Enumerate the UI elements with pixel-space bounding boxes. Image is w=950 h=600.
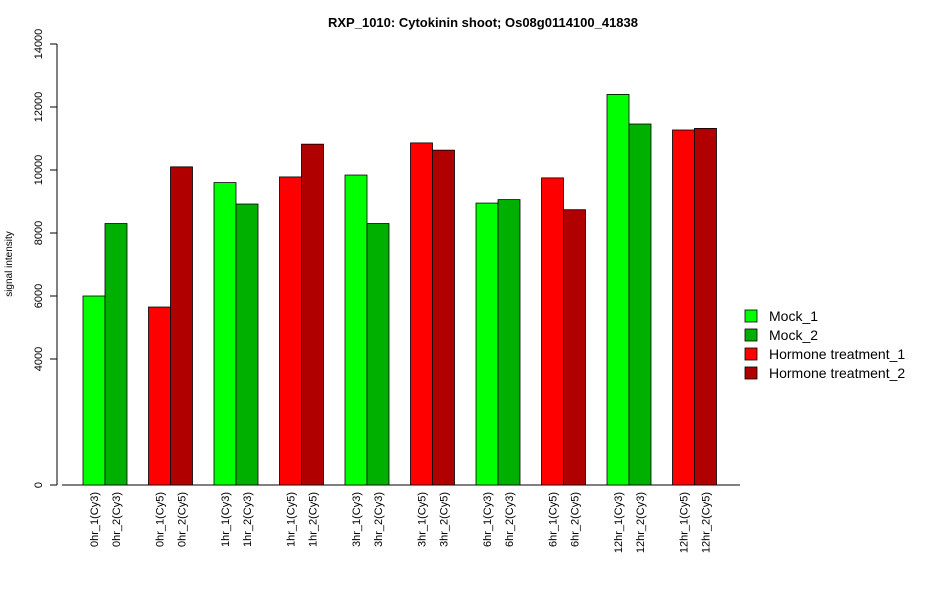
- chart-title: RXP_1010: Cytokinin shoot; Os08g0114100_…: [328, 15, 638, 30]
- bar: [475, 202, 499, 486]
- x-tick-label: 6hr_2(Cy5): [570, 492, 582, 547]
- bar: [82, 295, 106, 486]
- x-tick-label: 0hr_2(Cy3): [111, 492, 123, 547]
- x-tick-label: 3hr_1(Cy3): [351, 492, 363, 547]
- x-tick-label: 3hr_2(Cy5): [439, 492, 451, 547]
- bar: [497, 199, 521, 486]
- x-tick-label: 3hr_2(Cy3): [373, 492, 385, 547]
- y-tick-label: 6000: [33, 284, 45, 308]
- bar: [628, 123, 652, 486]
- x-tick-label: 1hr_2(Cy3): [242, 492, 254, 547]
- bar: [432, 149, 455, 486]
- bar: [235, 203, 259, 486]
- legend: Mock_1 Mock_2 Hormone treatment_1 Hormone t…: [744, 308, 905, 381]
- bar: [410, 142, 433, 486]
- bar: [606, 94, 630, 486]
- legend-swatch: [744, 366, 758, 380]
- legend-swatch: [744, 328, 758, 342]
- bar: [694, 128, 717, 486]
- y-axis: 0 4000 6000 8000 10000 12000 14000: [33, 29, 58, 488]
- bar: [672, 129, 695, 486]
- bar: [563, 209, 586, 486]
- y-tick-label: 0: [33, 482, 45, 488]
- legend-swatch: [744, 347, 758, 361]
- x-tick-label: 1hr_2(Cy5): [308, 492, 320, 547]
- y-tick-label: 4000: [33, 347, 45, 371]
- legend-label: Hormone treatment_1: [769, 346, 905, 362]
- y-axis-label: signal intensity: [4, 231, 15, 297]
- bar: [279, 176, 302, 486]
- x-tick-label: 0hr_1(Cy3): [89, 492, 101, 547]
- legend-label: Mock_1: [769, 308, 818, 324]
- x-tick-label: 12hr_2(Cy3): [635, 492, 647, 553]
- y-tick-label: 12000: [33, 92, 45, 123]
- x-tick-label: 0hr_2(Cy5): [177, 492, 189, 547]
- y-tick-label: 14000: [33, 29, 45, 60]
- x-tick-label: 1hr_1(Cy3): [220, 492, 232, 547]
- x-tick-label: 12hr_2(Cy5): [701, 492, 713, 553]
- y-tick-label: 10000: [33, 155, 45, 186]
- bar: [104, 223, 128, 486]
- bar: [148, 306, 171, 486]
- x-tick-label: 6hr_1(Cy3): [482, 492, 494, 547]
- legend-swatch: [744, 309, 758, 323]
- x-tick-label: 1hr_1(Cy5): [286, 492, 298, 547]
- x-tick-label: 0hr_1(Cy5): [155, 492, 167, 547]
- bar: [213, 182, 237, 486]
- x-tick-label: 12hr_1(Cy3): [613, 492, 625, 553]
- bar: [170, 166, 193, 486]
- legend-label: Mock_2: [769, 327, 818, 343]
- y-tick-label: 8000: [33, 221, 45, 245]
- bars-group: [82, 94, 717, 486]
- bar: [366, 223, 390, 486]
- legend-label: Hormone treatment_2: [769, 365, 905, 381]
- bar: [541, 177, 564, 486]
- x-tick-label: 6hr_1(Cy5): [548, 492, 560, 547]
- bar: [301, 143, 324, 486]
- x-tick-label: 6hr_2(Cy3): [504, 492, 516, 547]
- x-tick-label: 3hr_1(Cy5): [417, 492, 429, 547]
- x-tick-label: 12hr_1(Cy5): [679, 492, 691, 553]
- bar: [344, 174, 368, 486]
- x-tick-labels: 0hr_1(Cy3) 0hr_2(Cy3) 0hr_1(Cy5) 0hr_2(Cy5)…: [89, 492, 713, 553]
